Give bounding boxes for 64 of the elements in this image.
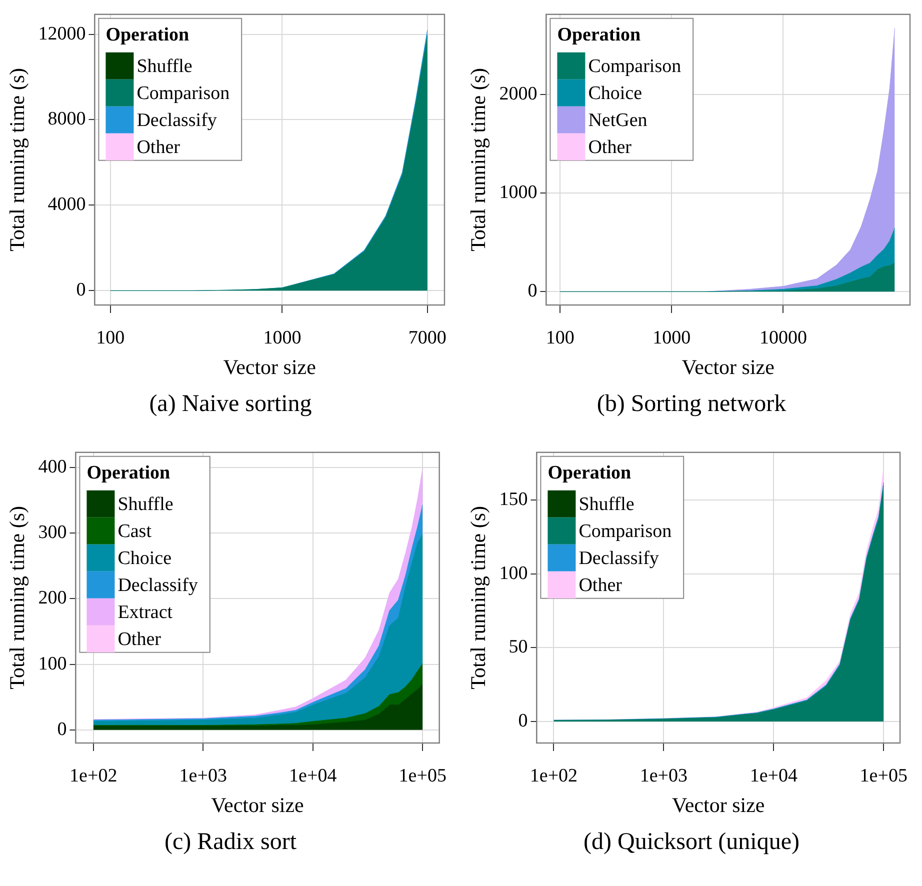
x-tick-label: 1000 <box>263 327 302 348</box>
x-tick-label: 1e+05 <box>398 765 446 786</box>
y-tick-label: 0 <box>57 718 67 740</box>
y-tick-label: 8000 <box>48 108 86 130</box>
y-tick-label: 100 <box>38 653 67 674</box>
x-tick-label: 100 <box>96 327 125 348</box>
text: (d) Quicksort (unique) <box>582 829 800 856</box>
x-tick-label: 1e+04 <box>289 765 338 786</box>
x-axis-title: Vector size <box>672 792 765 817</box>
legend-label: Shuffle <box>578 494 634 515</box>
y-tick-label: 1000 <box>499 182 538 203</box>
legend-label: Choice <box>588 82 642 104</box>
y-tick-label: 0 <box>528 280 538 302</box>
legend-label: Choice <box>118 548 172 569</box>
legend-title: Operation <box>86 462 171 484</box>
legend-title: Operation <box>557 24 642 46</box>
y-tick-label: 50 <box>508 636 528 658</box>
legend-title: Operation <box>106 24 190 46</box>
y-tick-label: 12000 <box>38 23 86 44</box>
x-tick-label: 1e+02 <box>530 765 578 786</box>
x-tick-label: 1e+04 <box>750 765 798 786</box>
text: (b) Sorting network <box>596 391 788 418</box>
legend-label: Declassify <box>136 110 218 131</box>
y-axis-title: Total running time (s) <box>5 68 30 252</box>
y-tick-label: 4000 <box>48 194 86 216</box>
legend-label: Declassify <box>578 548 660 569</box>
y-axis-title: Total running time (s) <box>466 506 490 690</box>
legend-label: Cast <box>118 520 152 542</box>
x-tick-label: 1e+05 <box>860 765 908 786</box>
legend-label: Other <box>578 574 623 596</box>
legend-label: Declassify <box>118 574 198 596</box>
y-tick-label: 300 <box>38 522 67 544</box>
y-tick-label: 400 <box>38 456 67 478</box>
legend-label: Comparison <box>136 82 230 104</box>
text: (a) Naive sorting <box>148 391 313 418</box>
legend-label: Other <box>588 136 632 158</box>
x-tick-label: 1e+03 <box>179 765 227 786</box>
x-tick-label: 1000 <box>652 327 691 348</box>
y-tick-label: 0 <box>76 280 86 301</box>
legend-label: Extract <box>118 602 174 623</box>
x-tick-label: 100 <box>546 327 574 348</box>
y-tick-label: 100 <box>499 562 528 584</box>
x-axis-title: Vector size <box>682 354 774 379</box>
legend-label: NetGen <box>588 110 648 131</box>
legend-title: Operation <box>548 462 632 484</box>
y-tick-label: 0 <box>518 710 528 732</box>
legend-label: Other <box>118 628 162 650</box>
y-axis-title: Total running time (s) <box>466 68 490 252</box>
y-axis-title: Total running time (s) <box>5 506 30 690</box>
x-axis-title: Vector size <box>223 354 316 379</box>
x-axis-title: Vector size <box>211 792 304 817</box>
legend-label: Shuffle <box>136 56 192 77</box>
x-tick-label: 1e+03 <box>640 765 688 786</box>
text: (c) Radix sort <box>164 829 298 856</box>
y-tick-label: 150 <box>499 489 528 510</box>
x-tick-label: 10000 <box>759 327 807 348</box>
y-tick-label: 200 <box>38 588 67 609</box>
x-tick-label: 7000 <box>408 327 446 348</box>
legend-label: Comparison <box>578 520 672 542</box>
legend-label: Comparison <box>588 56 682 77</box>
x-tick-label: 1e+02 <box>70 765 118 786</box>
legend-label: Shuffle <box>118 494 174 515</box>
legend-label: Other <box>136 136 181 158</box>
y-tick-label: 2000 <box>499 83 538 104</box>
